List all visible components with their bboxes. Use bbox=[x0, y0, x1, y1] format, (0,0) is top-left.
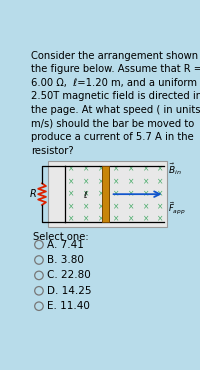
Text: ×: × bbox=[157, 190, 164, 199]
Text: ×: × bbox=[157, 202, 164, 211]
Text: ×: × bbox=[68, 202, 75, 211]
Text: ×: × bbox=[83, 190, 90, 199]
Text: ℓ: ℓ bbox=[84, 191, 87, 200]
Text: ×: × bbox=[143, 165, 149, 174]
Text: ×: × bbox=[113, 190, 119, 199]
Bar bbox=[102, 166, 109, 222]
Text: A. 7.41: A. 7.41 bbox=[47, 240, 84, 250]
Bar bbox=[48, 161, 167, 227]
Text: E. 11.40: E. 11.40 bbox=[47, 301, 90, 311]
Text: ×: × bbox=[98, 165, 104, 174]
Text: ×: × bbox=[143, 215, 149, 224]
Text: ×: × bbox=[113, 165, 119, 174]
Text: ×: × bbox=[113, 215, 119, 224]
Text: ×: × bbox=[83, 215, 90, 224]
Text: R: R bbox=[29, 189, 36, 199]
Text: ×: × bbox=[98, 177, 104, 186]
Text: ×: × bbox=[157, 165, 164, 174]
Text: ×: × bbox=[113, 177, 119, 186]
Text: Consider the arrangement shown in
the figure below. Assume that R =
6.00 Ω,  ℓ=1: Consider the arrangement shown in the fi… bbox=[31, 51, 200, 156]
Text: ×: × bbox=[143, 190, 149, 199]
Text: ×: × bbox=[68, 177, 75, 186]
Text: ×: × bbox=[98, 202, 104, 211]
Text: ×: × bbox=[98, 190, 104, 199]
Text: ×: × bbox=[128, 215, 134, 224]
Text: Select one:: Select one: bbox=[33, 232, 88, 242]
Text: ×: × bbox=[128, 190, 134, 199]
Text: ×: × bbox=[68, 165, 75, 174]
Text: ×: × bbox=[98, 215, 104, 224]
Text: ×: × bbox=[68, 190, 75, 199]
Text: ×: × bbox=[128, 177, 134, 186]
Text: B. 3.80: B. 3.80 bbox=[47, 255, 84, 265]
Text: $\vec{F}_{app}$: $\vec{F}_{app}$ bbox=[168, 199, 185, 215]
Text: ×: × bbox=[157, 177, 164, 186]
Text: C. 22.80: C. 22.80 bbox=[47, 270, 90, 280]
Text: ×: × bbox=[128, 165, 134, 174]
Text: ×: × bbox=[143, 202, 149, 211]
Text: ×: × bbox=[68, 215, 75, 224]
Text: ×: × bbox=[128, 202, 134, 211]
Text: ×: × bbox=[143, 177, 149, 186]
Text: ×: × bbox=[83, 165, 90, 174]
Text: ×: × bbox=[83, 202, 90, 211]
Text: ×: × bbox=[113, 202, 119, 211]
Text: $\vec{B}_{in}$: $\vec{B}_{in}$ bbox=[168, 161, 181, 177]
Text: ×: × bbox=[83, 177, 90, 186]
Text: D. 14.25: D. 14.25 bbox=[47, 286, 91, 296]
Text: ×: × bbox=[157, 215, 164, 224]
